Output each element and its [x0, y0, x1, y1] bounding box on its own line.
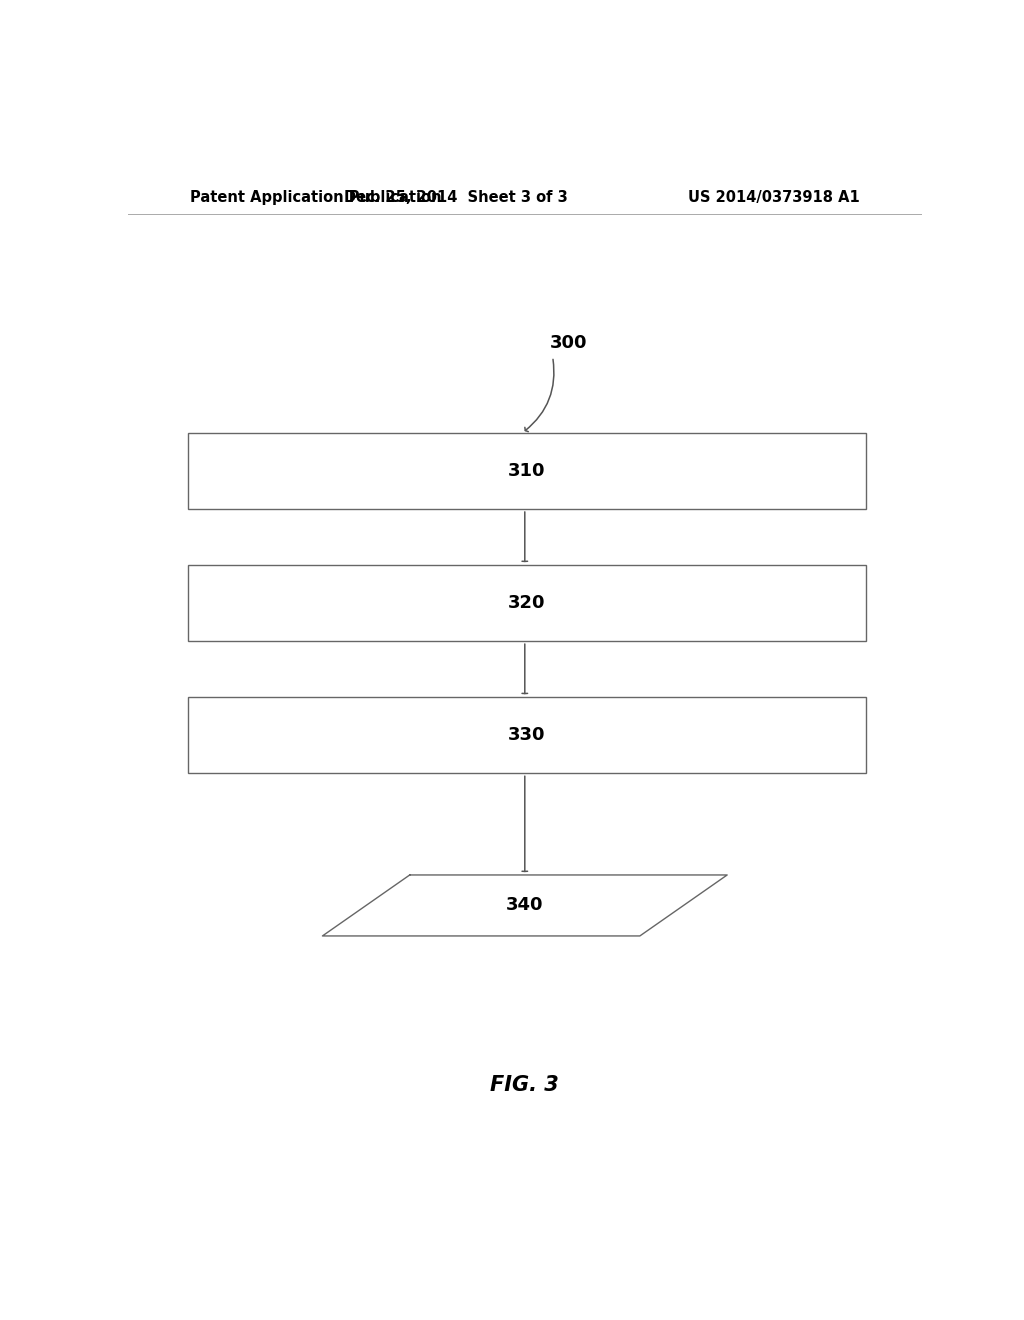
Bar — [187, 565, 866, 642]
Text: 300: 300 — [550, 334, 587, 352]
Text: 330: 330 — [508, 726, 546, 744]
Text: 310: 310 — [508, 462, 546, 480]
Bar — [187, 433, 866, 510]
Polygon shape — [323, 875, 727, 936]
Text: 320: 320 — [508, 594, 546, 612]
Bar — [187, 697, 866, 774]
Text: US 2014/0373918 A1: US 2014/0373918 A1 — [688, 190, 860, 205]
Text: 340: 340 — [506, 896, 544, 915]
Text: FIG. 3: FIG. 3 — [490, 1076, 559, 1096]
Text: Patent Application Publication: Patent Application Publication — [189, 190, 441, 205]
Text: Dec. 25, 2014  Sheet 3 of 3: Dec. 25, 2014 Sheet 3 of 3 — [344, 190, 567, 205]
